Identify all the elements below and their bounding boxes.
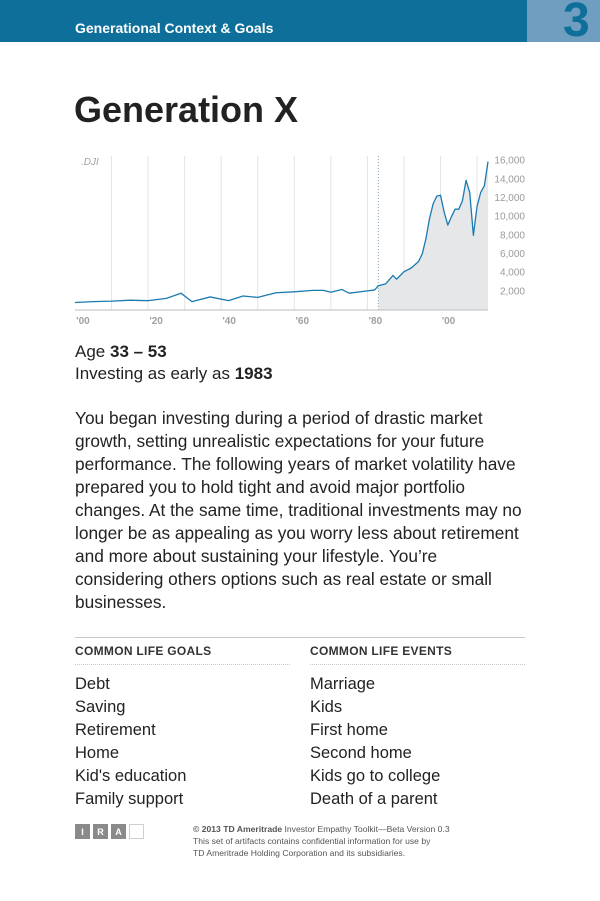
life-goal-item: Debt [75,675,110,693]
legal-notice: © 2013 TD Ameritrade Investor Empathy To… [193,823,493,859]
description-paragraph: You began investing during a period of d… [75,408,522,612]
y-tick-label: 16,000 [494,156,525,167]
page-number-box: 3 [527,0,600,42]
dji-chart: 2,000 4,000 6,000 8,000 10,000 12,000 14,000 16… [74,156,525,327]
y-tick-label: 8,000 [500,230,525,241]
life-event-item: Death of a parent [310,790,438,808]
age-label: Age [75,342,110,361]
life-goal-item: Kid's education [75,767,187,785]
life-event-item: Kids go to college [310,767,441,785]
notice-line-1: This set of artifacts contains confident… [193,836,431,846]
page-number: 3 [563,0,590,42]
notice-line-2: TD Ameritrade Holding Corporation and it… [193,848,406,858]
chart-title: .DJI [81,157,99,168]
life-event-item: Second home [310,744,412,762]
life-goal-item: Family support [75,790,184,808]
y-tick-label: 2,000 [500,286,525,297]
logo-blank-box [129,824,144,839]
logo-letter-i: I [75,824,90,839]
y-tick-label: 6,000 [500,249,525,260]
copyright-line: © 2013 TD Ameritrade Investor Empathy To… [193,823,493,835]
life-events-column: COMMON LIFE EVENTS Marriage Kids First h… [310,642,525,811]
shaded-area [378,161,488,310]
life-goals-list: Debt Saving Retirement Home Kid's educat… [75,673,290,811]
logo-letter-r: R [93,824,108,839]
investing-label: Investing as early as [75,364,235,383]
generation-facts: Age 33 – 53 Investing as early as 1983 [75,341,273,385]
x-tick-label: '60 [296,316,310,327]
age-line: Age 33 – 53 [75,341,273,363]
life-event-item: Kids [310,698,343,716]
life-goal-item: Retirement [75,721,156,739]
copyright-rest: Investor Empathy Toolkit—Beta Version 0.… [282,824,450,834]
x-tick-label: '00 [442,316,456,327]
investing-line: Investing as early as 1983 [75,363,273,385]
y-tick-label: 12,000 [494,193,525,204]
table-divider [75,637,525,638]
section-title: Generational Context & Goals [75,20,274,36]
investing-value: 1983 [234,364,273,383]
ira-logo: I R A [75,824,144,839]
x-tick-label: '00 [76,316,90,327]
life-goals-column: COMMON LIFE GOALS Debt Saving Retirement… [75,642,290,811]
header-bar: Generational Context & Goals 3 [0,0,600,42]
age-value: 33 – 53 [109,342,167,361]
life-goal-item: Home [75,744,120,762]
life-goals-heading: COMMON LIFE GOALS [75,642,290,665]
life-events-heading: COMMON LIFE EVENTS [310,642,525,665]
series-line [74,161,489,304]
copyright-bold: © 2013 TD Ameritrade [193,824,283,834]
life-goal-item: Saving [75,698,126,716]
x-tick-label: '40 [222,316,236,327]
life-event-item: First home [310,721,388,739]
y-tick-label: 14,000 [494,174,525,185]
y-tick-label: 4,000 [500,268,525,279]
x-tick-label: '80 [369,316,383,327]
life-event-item: Marriage [310,675,376,693]
logo-letter-a: A [111,824,126,839]
life-events-list: Marriage Kids First home Second home Kid… [310,673,525,811]
x-tick-label: '20 [149,316,163,327]
page-title: Generation X [74,89,299,130]
y-tick-label: 10,000 [494,212,525,223]
